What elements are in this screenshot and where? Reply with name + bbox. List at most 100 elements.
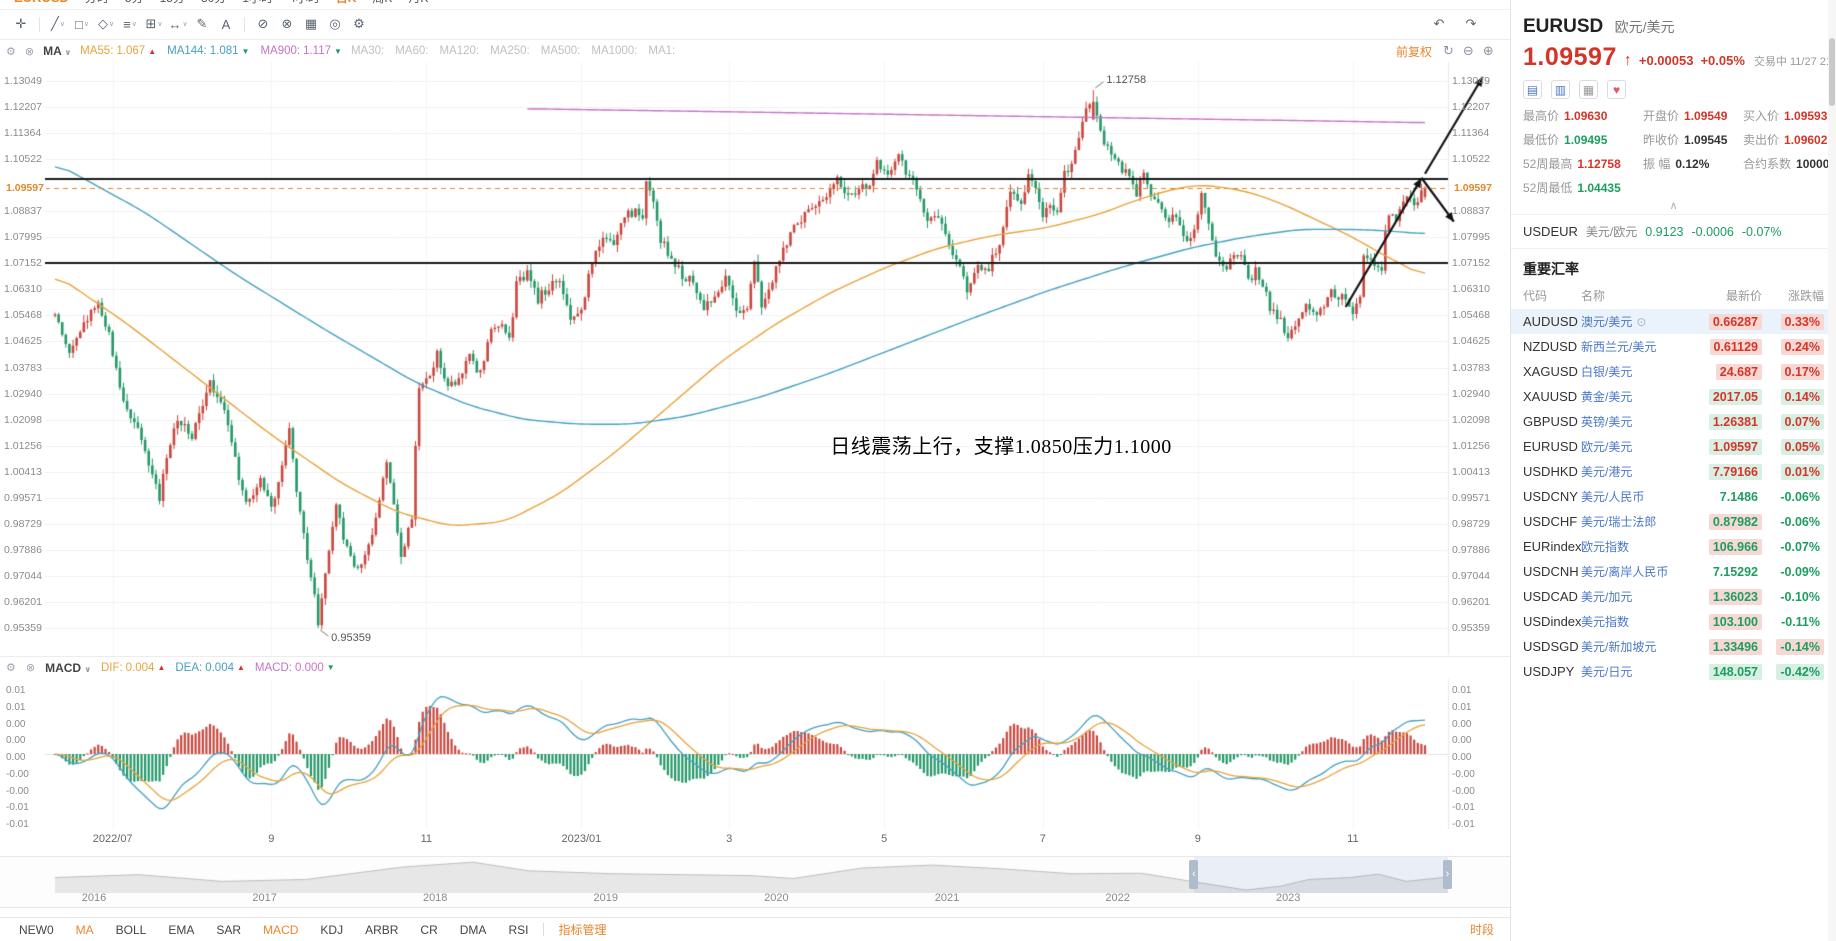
timeframe-周K[interactable]: 周K xyxy=(372,0,392,6)
related-pair-row[interactable]: USDEUR 美元/欧元 0.9123 -0.0006 -0.07% xyxy=(1511,215,1836,249)
quote-row[interactable]: USDCNH 美元/离岸人民币 7.15292 -0.09% xyxy=(1511,559,1836,584)
quote-row[interactable]: USDSGD 美元/新加坡元 1.33496 -0.14% xyxy=(1511,634,1836,659)
timeframe-30分[interactable]: 30分 xyxy=(201,0,226,6)
quote-name-link[interactable]: 美元/离岸人民币 xyxy=(1581,563,1682,580)
quote-name-link[interactable]: 美元/人民币 xyxy=(1581,488,1682,505)
quote-row[interactable]: AUDUSD 澳元/美元 ⊙ 0.66287 0.33% xyxy=(1511,309,1836,334)
quote-name-link[interactable]: 欧元指数 xyxy=(1581,538,1682,555)
quote-name-link[interactable]: 白银/美元 xyxy=(1581,363,1682,380)
session-button[interactable]: 时段 xyxy=(1469,923,1494,937)
tab-dma[interactable]: DMA xyxy=(459,922,487,937)
quote-row[interactable]: USDCHF 美元/瑞士法郎 0.87982 -0.06% xyxy=(1511,509,1836,534)
navigator-left-handle[interactable]: ‹ xyxy=(1189,860,1199,889)
tab-ma[interactable]: MA xyxy=(75,922,94,937)
trendline-tool[interactable]: ╱ ∨ xyxy=(51,16,65,31)
quote-price: 1.33496 xyxy=(1708,639,1762,655)
macd-canvas[interactable] xyxy=(0,679,1510,829)
redo-icon[interactable]: ↷ xyxy=(1465,16,1477,31)
erase-tool[interactable]: ⊗ xyxy=(281,16,293,31)
timeframe-15分[interactable]: 15分 xyxy=(160,0,185,6)
indicator-hide-icon[interactable]: ⊗ xyxy=(24,45,35,58)
navigator-right-handle[interactable]: › xyxy=(1443,860,1452,889)
zoom-out-icon[interactable]: ⊖ xyxy=(1462,43,1474,58)
adjust-mode-button[interactable]: 前复权 xyxy=(1396,44,1433,59)
text-tool[interactable]: A xyxy=(221,16,231,32)
time-tick: 9 xyxy=(268,833,275,845)
target-tool[interactable]: ◎ xyxy=(329,16,341,31)
quote-row[interactable]: USDCNY 美元/人民币 7.1486 -0.06% xyxy=(1511,484,1836,509)
macd-settings-icon[interactable]: ⚙ xyxy=(6,662,16,674)
quote-row[interactable]: NZDUSD 新西兰元/美元 0.61129 0.24% xyxy=(1511,334,1836,359)
quote-name-link[interactable]: 美元/新加坡元 xyxy=(1581,638,1682,655)
kline-icon[interactable]: ▤ xyxy=(1523,80,1542,99)
timeframe-4小时[interactable]: 4小时 xyxy=(289,0,320,6)
quote-price: 7.79166 xyxy=(1708,464,1762,480)
quote-watch-icon[interactable]: ⊙ xyxy=(1636,314,1647,329)
quote-name-link[interactable]: 美元/加元 xyxy=(1581,588,1682,605)
scrollbar-thumb[interactable] xyxy=(1829,38,1835,106)
zoom-in-icon[interactable]: ⊕ xyxy=(1482,43,1494,58)
pattern-tool[interactable]: ▦ xyxy=(304,16,318,31)
arrow-tool[interactable]: ↔ ∨ xyxy=(168,16,188,32)
collapse-chevron-icon[interactable]: ∧ xyxy=(1511,199,1836,215)
quote-name-link[interactable]: 新西兰元/美元 xyxy=(1581,338,1682,355)
quote-row[interactable]: XAGUSD 白银/美元 24.687 0.17% xyxy=(1511,359,1836,384)
quote-name-link[interactable]: 美元/港元 xyxy=(1581,463,1682,480)
fib-tool[interactable]: ⊞ ∨ xyxy=(145,16,163,31)
refresh-icon[interactable]: ↻ xyxy=(1443,43,1454,58)
navigator-selection[interactable] xyxy=(1194,857,1448,893)
quote-row[interactable]: EURindex 欧元指数 106.966 -0.07% xyxy=(1511,534,1836,559)
tab-arbr[interactable]: ARBR xyxy=(365,922,399,937)
rectangle-tool[interactable]: □ ∨ xyxy=(75,16,89,32)
tab-macd[interactable]: MACD xyxy=(263,922,299,937)
quote-row[interactable]: USDJPY 美元/日元 148.057 -0.42% xyxy=(1511,659,1836,684)
quote-row[interactable]: USDindex 美元指数 103.100 -0.11% xyxy=(1511,609,1836,634)
crosshair-tool[interactable]: ✛ xyxy=(15,16,27,31)
quote-name-link[interactable]: 澳元/美元 ⊙ xyxy=(1581,313,1682,330)
timeframe-5分[interactable]: 5分 xyxy=(125,0,144,6)
quote-name-link[interactable]: 美元/日元 xyxy=(1581,663,1682,680)
timeframe-日K[interactable]: 日K xyxy=(336,0,357,6)
tab-ema[interactable]: EMA xyxy=(168,922,195,937)
quote-row[interactable]: USDCAD 美元/加元 1.36023 -0.10% xyxy=(1511,584,1836,609)
quote-name-link[interactable]: 美元指数 xyxy=(1581,613,1682,630)
tab-sar[interactable]: SAR xyxy=(216,922,242,937)
tab-new0[interactable]: NEW0 xyxy=(19,922,54,937)
pencil-tool[interactable]: ✎ xyxy=(196,16,208,31)
quote-name-link[interactable]: 美元/瑞士法郎 xyxy=(1581,513,1682,530)
macd-name-dropdown[interactable]: MACD ∨ xyxy=(45,661,91,675)
polygon-tool[interactable]: ◇ ∨ xyxy=(97,16,115,31)
up-arrow-icon: ▲ xyxy=(148,46,157,56)
quote-name-link[interactable]: 英镑/美元 xyxy=(1581,413,1682,430)
quote-name-link[interactable]: 黄金/美元 xyxy=(1581,388,1682,405)
quote-row[interactable]: USDHKD 美元/港元 7.79166 0.01% xyxy=(1511,459,1836,484)
timeframe-分时[interactable]: 分时 xyxy=(85,0,109,6)
drawing-settings-tool[interactable]: ⚙ xyxy=(353,16,365,31)
current-price-tag-right: 1.09597 xyxy=(1452,181,1494,194)
timeframe-月K[interactable]: 月K xyxy=(408,0,428,6)
news-icon[interactable]: ▥ xyxy=(1551,80,1570,99)
chart-annotation-text[interactable]: 日线震荡上行，支撑1.0850压力1.1000 xyxy=(830,436,1172,458)
timeframe-1小时[interactable]: 1小时 xyxy=(242,0,273,6)
note-icon[interactable]: ▦ xyxy=(1579,80,1598,99)
navigator-canvas[interactable] xyxy=(0,857,1510,893)
quote-row[interactable]: GBPUSD 英镑/美元 1.26381 0.07% xyxy=(1511,409,1836,434)
tab-cr[interactable]: CR xyxy=(420,922,438,937)
main-chart-canvas[interactable] xyxy=(0,62,1510,655)
tab-boll[interactable]: BOLL xyxy=(115,922,147,937)
quote-row[interactable]: XAUUSD 黄金/美元 2017.05 0.14% xyxy=(1511,384,1836,409)
macd-hide-icon[interactable]: ⊗ xyxy=(25,662,36,674)
quote-row[interactable]: EURUSD 欧元/美元 1.09597 0.05% xyxy=(1511,434,1836,459)
hide-drawings-tool[interactable]: ⊘ xyxy=(257,16,269,31)
indicator-name-dropdown[interactable]: MA ∨ xyxy=(43,44,71,58)
lines-tool[interactable]: ≡ ∨ xyxy=(123,16,137,32)
favorite-heart-icon[interactable]: ♥ xyxy=(1607,80,1626,99)
undo-icon[interactable]: ↶ xyxy=(1433,16,1445,31)
quote-price: 0.61129 xyxy=(1709,339,1762,355)
indicator-manage-button[interactable]: 指标管理 xyxy=(558,923,607,937)
quote-price-cell: 1.26381 xyxy=(1682,414,1762,430)
indicator-settings-icon[interactable]: ⚙ xyxy=(6,45,16,58)
tab-rsi[interactable]: RSI xyxy=(508,922,529,937)
quote-name-link[interactable]: 欧元/美元 xyxy=(1581,438,1682,455)
tab-kdj[interactable]: KDJ xyxy=(320,922,344,937)
